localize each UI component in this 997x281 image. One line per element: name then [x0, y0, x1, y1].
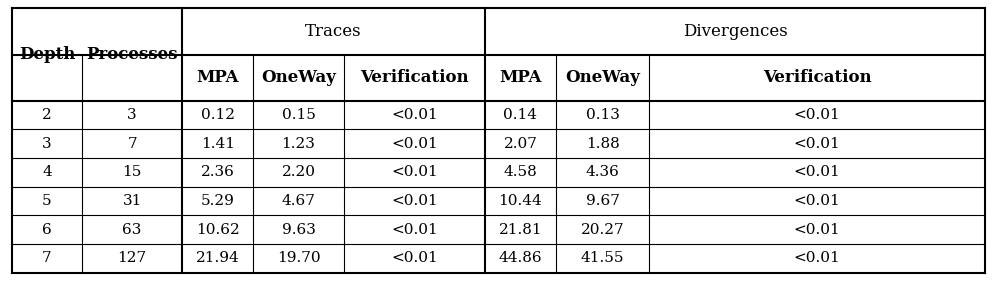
Text: 3: 3 — [42, 137, 52, 151]
Text: OneWay: OneWay — [261, 69, 336, 86]
Text: Depth: Depth — [19, 46, 75, 63]
Text: <0.01: <0.01 — [794, 194, 840, 208]
Text: 6: 6 — [42, 223, 52, 237]
Text: 15: 15 — [123, 166, 142, 179]
Text: 4.67: 4.67 — [281, 194, 315, 208]
Text: Divergences: Divergences — [683, 23, 788, 40]
Text: 4: 4 — [42, 166, 52, 179]
Text: OneWay: OneWay — [565, 69, 640, 86]
Text: 1.88: 1.88 — [586, 137, 619, 151]
Text: 10.62: 10.62 — [195, 223, 239, 237]
Text: <0.01: <0.01 — [391, 223, 438, 237]
Text: <0.01: <0.01 — [391, 137, 438, 151]
Text: Verification: Verification — [360, 69, 469, 86]
Text: <0.01: <0.01 — [391, 251, 438, 265]
Text: 20.27: 20.27 — [581, 223, 624, 237]
Text: 2: 2 — [42, 108, 52, 122]
Text: 41.55: 41.55 — [581, 251, 624, 265]
Text: 21.81: 21.81 — [498, 223, 542, 237]
Text: 9.63: 9.63 — [281, 223, 315, 237]
Text: 2.36: 2.36 — [200, 166, 234, 179]
Text: 127: 127 — [118, 251, 147, 265]
Text: 0.12: 0.12 — [200, 108, 234, 122]
Text: Traces: Traces — [305, 23, 362, 40]
Text: 44.86: 44.86 — [498, 251, 542, 265]
Text: 10.44: 10.44 — [498, 194, 542, 208]
Text: 4.58: 4.58 — [503, 166, 537, 179]
Text: Verification: Verification — [763, 69, 871, 86]
Text: <0.01: <0.01 — [391, 166, 438, 179]
Text: 7: 7 — [128, 137, 137, 151]
Text: <0.01: <0.01 — [794, 108, 840, 122]
Text: 63: 63 — [123, 223, 142, 237]
Text: 1.41: 1.41 — [200, 137, 234, 151]
Text: 5.29: 5.29 — [200, 194, 234, 208]
Text: 7: 7 — [42, 251, 52, 265]
Text: <0.01: <0.01 — [794, 251, 840, 265]
Text: 1.23: 1.23 — [281, 137, 315, 151]
Text: <0.01: <0.01 — [794, 137, 840, 151]
Text: <0.01: <0.01 — [794, 223, 840, 237]
Text: 3: 3 — [128, 108, 137, 122]
Text: Processes: Processes — [87, 46, 177, 63]
Text: <0.01: <0.01 — [391, 194, 438, 208]
Text: 2.20: 2.20 — [281, 166, 315, 179]
Text: 2.07: 2.07 — [503, 137, 537, 151]
Text: <0.01: <0.01 — [794, 166, 840, 179]
Text: <0.01: <0.01 — [391, 108, 438, 122]
Text: MPA: MPA — [196, 69, 239, 86]
Text: 4.36: 4.36 — [585, 166, 619, 179]
Text: 0.15: 0.15 — [281, 108, 315, 122]
Text: 0.14: 0.14 — [503, 108, 537, 122]
Text: 31: 31 — [123, 194, 142, 208]
Text: 19.70: 19.70 — [277, 251, 320, 265]
Text: 5: 5 — [42, 194, 52, 208]
Text: 9.67: 9.67 — [585, 194, 619, 208]
Text: 21.94: 21.94 — [195, 251, 239, 265]
Text: MPA: MPA — [499, 69, 541, 86]
Text: 0.13: 0.13 — [585, 108, 619, 122]
